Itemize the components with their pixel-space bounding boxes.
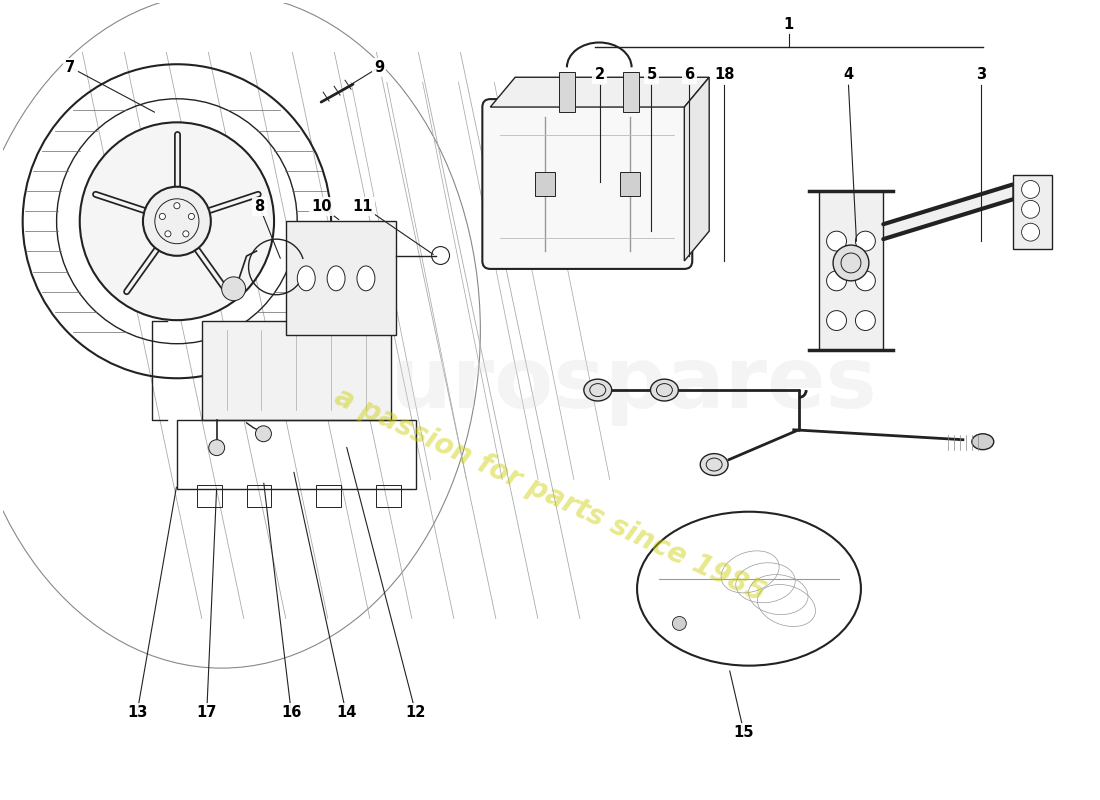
Circle shape — [833, 245, 869, 281]
Circle shape — [1022, 223, 1040, 241]
Text: 7: 7 — [65, 60, 76, 75]
Ellipse shape — [79, 122, 274, 320]
Text: 2: 2 — [595, 66, 605, 82]
Ellipse shape — [650, 379, 679, 401]
Text: 17: 17 — [197, 706, 217, 720]
Ellipse shape — [327, 266, 345, 290]
Circle shape — [1022, 200, 1040, 218]
Text: 13: 13 — [126, 706, 147, 720]
Circle shape — [672, 617, 686, 630]
Polygon shape — [883, 185, 1013, 239]
Bar — [535, 172, 554, 196]
Text: 11: 11 — [353, 199, 373, 214]
Bar — [560, 72, 575, 112]
Circle shape — [222, 277, 245, 301]
Text: 6: 6 — [684, 66, 694, 82]
Circle shape — [209, 440, 224, 456]
FancyBboxPatch shape — [286, 222, 396, 335]
Polygon shape — [491, 78, 710, 107]
Circle shape — [826, 271, 847, 290]
Text: 14: 14 — [336, 706, 356, 720]
Ellipse shape — [143, 186, 211, 256]
Circle shape — [160, 214, 165, 219]
Text: 18: 18 — [714, 66, 735, 82]
Text: 15: 15 — [734, 725, 755, 740]
Circle shape — [856, 310, 876, 330]
Circle shape — [856, 271, 876, 290]
Ellipse shape — [972, 434, 993, 450]
Bar — [197, 486, 222, 507]
FancyBboxPatch shape — [482, 99, 692, 269]
Ellipse shape — [584, 379, 612, 401]
Ellipse shape — [297, 266, 316, 290]
Bar — [623, 72, 639, 112]
Ellipse shape — [701, 454, 728, 475]
Text: 8: 8 — [254, 199, 265, 214]
FancyBboxPatch shape — [201, 321, 390, 420]
Bar — [376, 486, 400, 507]
Circle shape — [165, 230, 170, 237]
Bar — [1013, 174, 1053, 249]
Bar — [316, 486, 341, 507]
Polygon shape — [684, 78, 710, 261]
Text: 4: 4 — [844, 66, 854, 82]
Text: 5: 5 — [647, 66, 657, 82]
Text: eurospares: eurospares — [332, 342, 877, 426]
Circle shape — [255, 426, 272, 442]
Text: 1: 1 — [783, 17, 794, 32]
Text: 3: 3 — [976, 66, 986, 82]
Circle shape — [1022, 181, 1040, 198]
Text: a passion for parts since 1985: a passion for parts since 1985 — [330, 383, 770, 608]
Bar — [246, 486, 272, 507]
FancyBboxPatch shape — [818, 191, 883, 350]
Circle shape — [174, 202, 180, 209]
Text: 10: 10 — [311, 199, 331, 214]
Bar — [620, 172, 640, 196]
Circle shape — [856, 231, 876, 251]
Ellipse shape — [358, 266, 375, 290]
Circle shape — [188, 214, 195, 219]
Circle shape — [826, 310, 847, 330]
Circle shape — [183, 230, 189, 237]
Text: 9: 9 — [374, 60, 384, 75]
Text: 12: 12 — [406, 706, 426, 720]
Text: 16: 16 — [282, 706, 301, 720]
Bar — [177, 420, 416, 490]
Circle shape — [826, 231, 847, 251]
